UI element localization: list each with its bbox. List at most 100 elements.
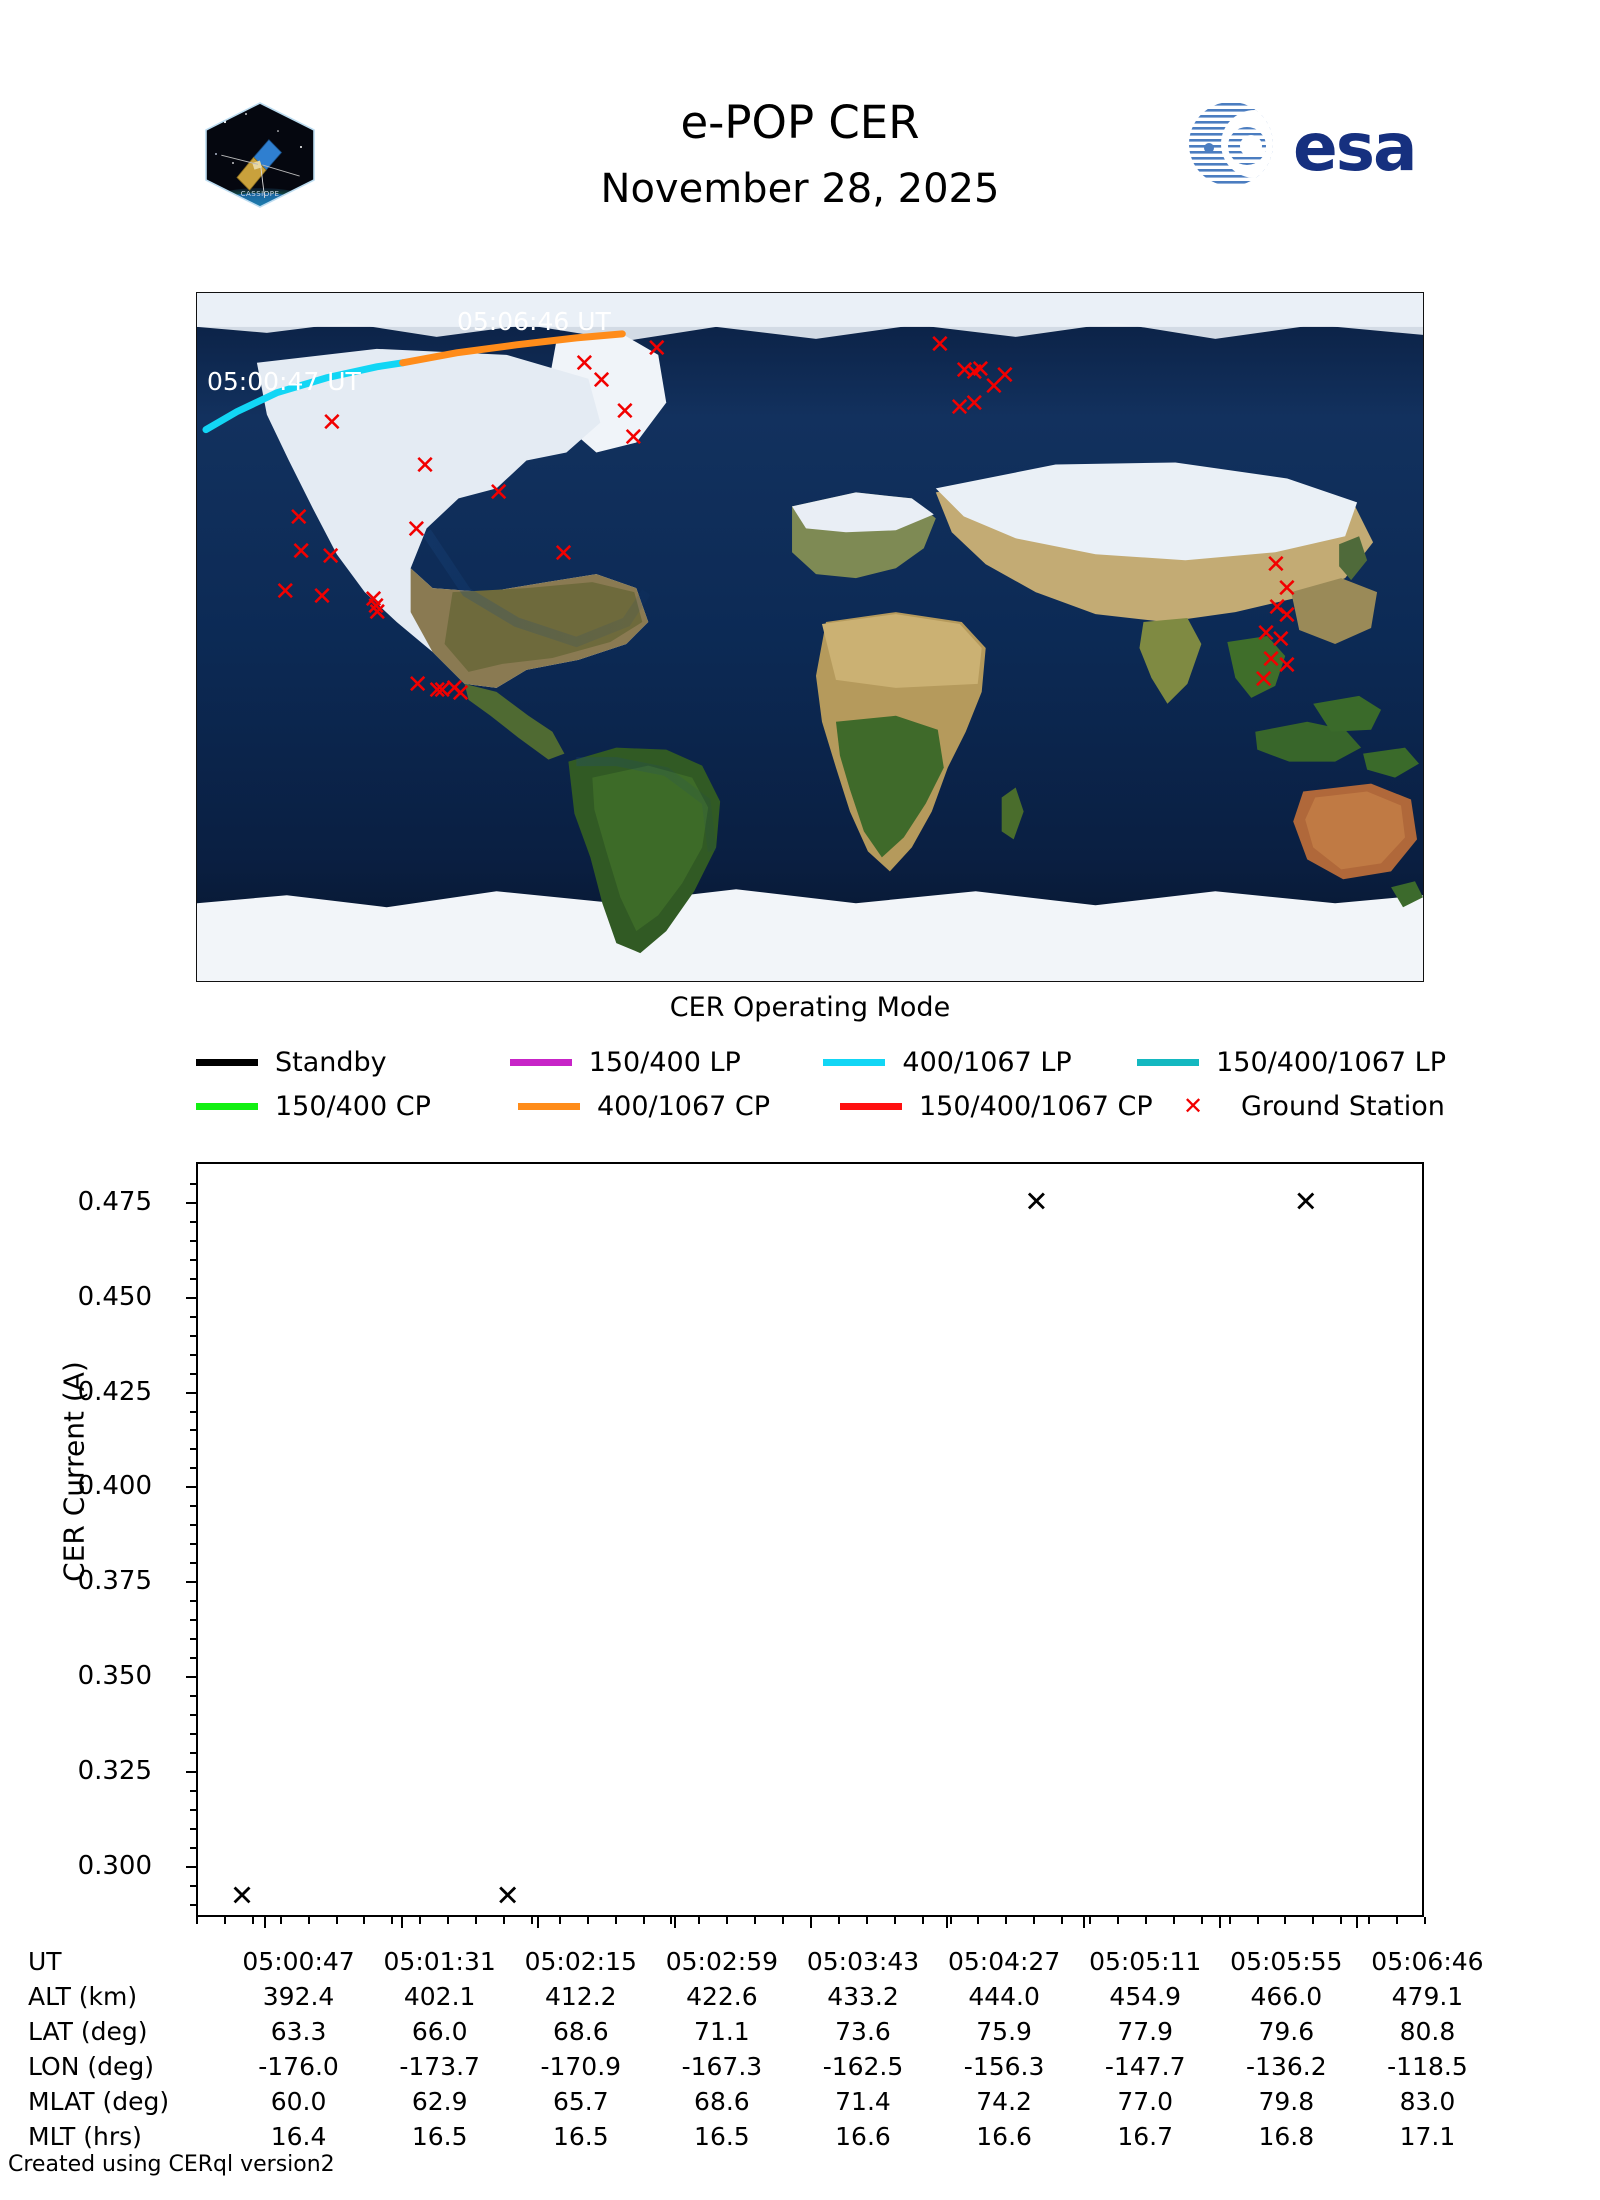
ephemeris-table-body: UT 05:00:47 05:01:31 05:02:15 05:02:59 05:03:… [28, 1944, 1498, 2154]
x-axis-minor-tick [335, 1917, 338, 1924]
x-axis-minor-tick [586, 1917, 589, 1924]
y-axis-minor-tick [190, 1562, 196, 1565]
y-axis-tick [186, 1676, 196, 1679]
table-cell: -147.7 [1104, 2052, 1186, 2081]
world-map-panel[interactable]: 05:00:47 UT 05:06:46 UT ✕ ✕ ✕ ✕ ✕ ✕ ✕ ✕ ✕ ✕ ✕ ✕ ✕ ✕ ✕ ✕… [196, 292, 1424, 982]
table-cell: 454.9 [1109, 1982, 1181, 2011]
legend-label: 400/1067 CP [597, 1090, 771, 1122]
world-map-image [197, 293, 1423, 981]
plot-data-area: ✕ ✕ ✕ ✕ [198, 1164, 1422, 1915]
table-cell: 05:05:55 [1230, 1947, 1343, 1976]
page-header: CASSIOPE e-POP CER November 28, 2025 [0, 0, 1600, 270]
table-cell: 05:02:59 [665, 1947, 779, 1976]
table-cell: 79.8 [1258, 2087, 1315, 2116]
x-axis-minor-tick [1228, 1917, 1231, 1924]
y-axis-minor-tick [190, 1334, 196, 1337]
orbit-segment-400-1067-lp [202, 359, 407, 434]
y-axis-tick-label: 0.350 [77, 1661, 152, 1692]
cer-current-plot[interactable]: ✕ ✕ ✕ ✕ [196, 1162, 1424, 1917]
x-axis-minor-tick [1033, 1917, 1036, 1924]
y-axis-minor-tick [190, 1657, 196, 1660]
legend-item[interactable]: 400/1067 CP [518, 1091, 840, 1122]
y-axis-minor-tick [190, 1239, 196, 1242]
y-axis-minor-tick [190, 1619, 196, 1622]
footer-credit: Created using CERql version2 [8, 2152, 335, 2177]
x-axis-tick [400, 1917, 403, 1928]
legend-label: Standby [275, 1046, 387, 1078]
table-cell: 73.6 [835, 2017, 891, 2046]
table-cell: 05:02:15 [524, 1947, 637, 1976]
y-axis-tick-label: 0.450 [77, 1281, 152, 1312]
y-axis-tick [186, 1581, 196, 1584]
y-axis-tick-label: 0.375 [77, 1566, 152, 1597]
table-row: UT 05:00:47 05:01:31 05:02:15 05:02:59 05:03:… [28, 1944, 1498, 1979]
table-cell: 05:05:11 [1089, 1947, 1202, 1976]
legend-item[interactable]: Standby [196, 1047, 510, 1078]
y-axis-minor-tick [190, 1220, 196, 1223]
table-cell: 16.6 [976, 2122, 1032, 2151]
table-row-label: ALT (km) [28, 1982, 138, 2011]
legend-color-swatch [509, 1058, 572, 1066]
table-row: MLAT (deg) 60.0 62.9 65.7 68.6 71.4 74.2 77.0 79… [28, 2084, 1498, 2119]
x-axis-minor-tick [391, 1917, 394, 1924]
x-axis-minor-tick [977, 1917, 980, 1924]
x-axis-minor-tick [893, 1917, 896, 1924]
orbit-ground-track [202, 330, 626, 434]
legend-item[interactable]: 150/400/1067 CP [840, 1091, 1162, 1122]
y-axis-tick-label: 0.475 [77, 1186, 152, 1217]
table-cell: 412.2 [544, 1982, 617, 2011]
table-cell: 16.5 [552, 2122, 609, 2151]
table-cell: 71.1 [694, 2017, 750, 2046]
table-cell: -136.2 [1246, 2052, 1327, 2081]
legend-row-1: Standby 150/400 LP 400/1067 LP 150/400/1067… [196, 1040, 1446, 1084]
legend-item[interactable]: 400/1067 LP [823, 1047, 1137, 1078]
legend-item[interactable]: ✕ Ground Station [1162, 1091, 1445, 1122]
x-axis-minor-tick [363, 1917, 366, 1924]
legend-item[interactable]: 150/400/1067 LP [1137, 1047, 1446, 1078]
x-axis-minor-tick [949, 1917, 952, 1924]
x-axis-minor-tick [921, 1917, 924, 1924]
table-row-label: MLT (hrs) [28, 2122, 142, 2151]
y-axis-minor-tick [190, 1903, 196, 1906]
x-axis-minor-tick [1312, 1917, 1315, 1924]
y-axis-minor-tick [190, 1524, 196, 1527]
table-row-label: MLAT (deg) [28, 2087, 170, 2116]
legend-color-swatch [1137, 1058, 1200, 1066]
table-cell: 62.9 [411, 2087, 468, 2116]
x-axis-minor-tick [642, 1917, 645, 1924]
x-axis-minor-tick [419, 1917, 422, 1924]
legend-label: 150/400 CP [275, 1090, 431, 1122]
map-caption: CER Operating Mode [669, 992, 951, 1023]
y-axis-minor-tick [190, 1600, 196, 1603]
x-axis-minor-tick [1144, 1917, 1147, 1924]
y-axis-tick-label: 0.300 [77, 1850, 152, 1881]
table-row: MLT (hrs) 16.4 16.5 16.5 16.5 16.6 16.6 16.7 16.… [28, 2119, 1498, 2154]
table-cell: 16.7 [1117, 2122, 1174, 2151]
legend-item[interactable]: 150/400 CP [196, 1091, 518, 1122]
y-axis-minor-tick [190, 1884, 196, 1887]
y-axis-tick-label: 0.325 [77, 1755, 152, 1786]
table-row: ALT (km) 392.4 402.1 412.2 422.6 433.2 444.0 45… [28, 1979, 1498, 2014]
esa-logo-text: esa [1293, 109, 1416, 186]
table-row-label: LON (deg) [28, 2052, 154, 2081]
legend-item[interactable]: 150/400 LP [509, 1047, 824, 1078]
x-axis-minor-tick [1005, 1917, 1008, 1924]
esa-logo: esa [1185, 100, 1470, 188]
y-axis-minor-tick [190, 1429, 196, 1432]
x-axis-tick [673, 1917, 676, 1928]
x-axis-minor-tick [1396, 1917, 1399, 1924]
table-cell: -167.3 [681, 2052, 763, 2081]
table-cell: 433.2 [827, 1982, 899, 2011]
y-axis-tick [186, 1770, 196, 1773]
legend-row-2: 150/400 CP 400/1067 CP 150/400/1067 CP ✕ Gro… [196, 1084, 1446, 1128]
x-axis-minor-tick [530, 1917, 533, 1924]
x-axis-minor-tick [503, 1917, 505, 1924]
x-axis-minor-tick [837, 1917, 840, 1924]
y-axis-tick-label: 0.425 [77, 1376, 152, 1407]
table-cell: 68.6 [694, 2087, 750, 2116]
y-axis-minor-tick [190, 1789, 196, 1792]
orbit-segment-400-1067-cp [399, 330, 626, 367]
y-axis-minor-tick [190, 1315, 196, 1318]
table-cell: 83.0 [1399, 2087, 1456, 2116]
x-axis-minor-tick [251, 1917, 254, 1924]
